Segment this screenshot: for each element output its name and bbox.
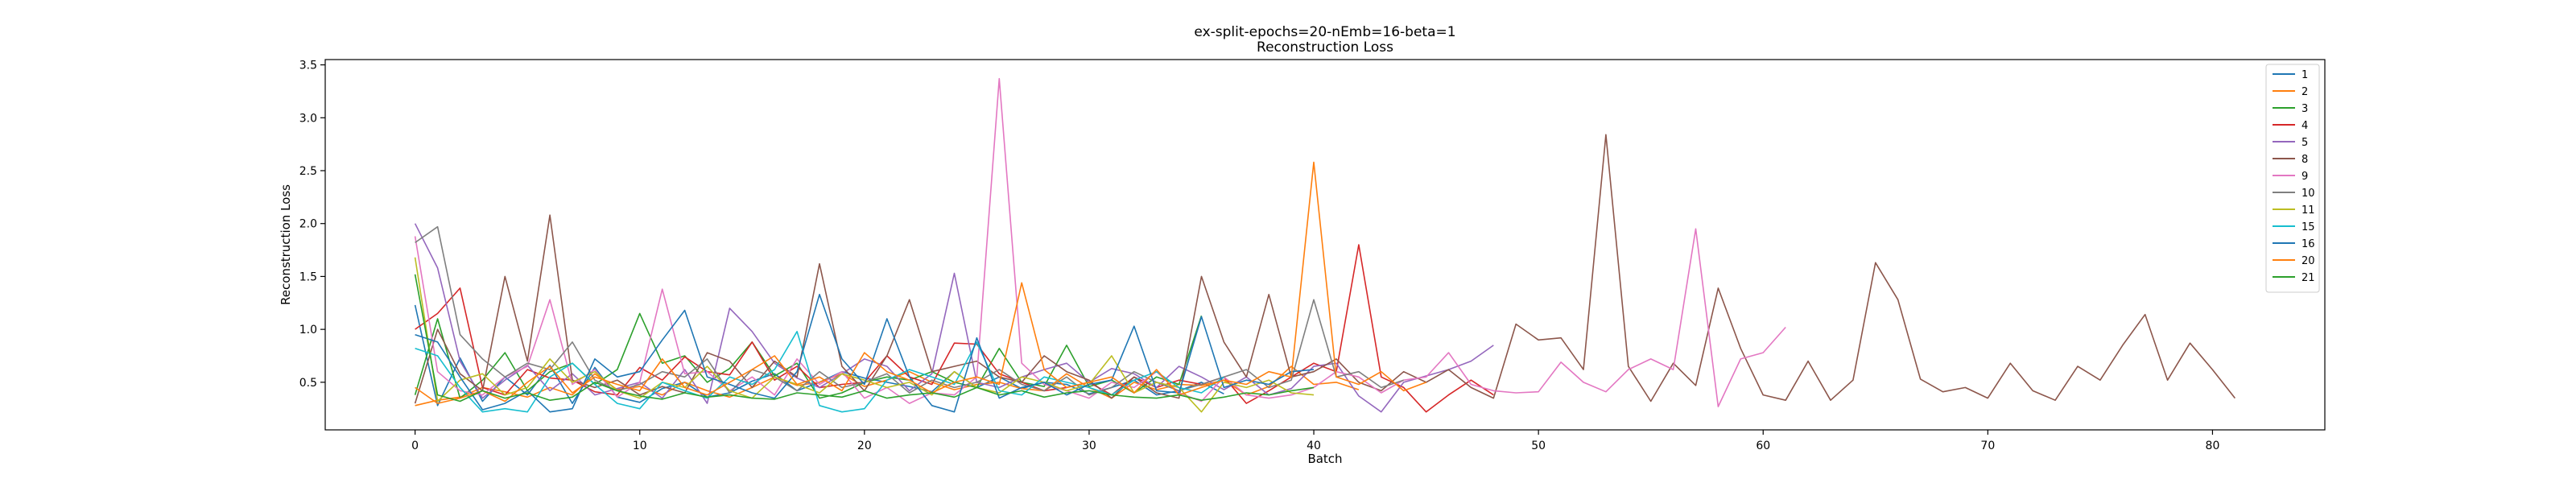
y-tick-label: 2.5 — [299, 165, 317, 178]
series-line-21 — [414, 274, 1315, 402]
y-tick-label: 0.5 — [299, 377, 317, 390]
legend-label-11: 11 — [2301, 204, 2315, 217]
y-tick-label: 2.0 — [299, 218, 317, 231]
y-axis-label: Reconstruction Loss — [279, 184, 293, 305]
series-line-11 — [414, 257, 1315, 413]
series-line-16 — [415, 293, 1315, 413]
x-tick-label: 20 — [857, 440, 872, 452]
legend-label-3: 3 — [2301, 103, 2308, 115]
series-line-4 — [415, 244, 1494, 413]
series-line-5 — [414, 223, 1494, 413]
chart-subtitle: Reconstruction Loss — [1257, 39, 1393, 56]
series-line-9 — [414, 77, 1786, 407]
legend-label-16: 16 — [2301, 238, 2315, 250]
series-line-20 — [415, 161, 1426, 404]
legend: 1 2 3 4 5 8 9 10 11 15 16 20 21 — [2265, 64, 2320, 293]
legend-label-8: 8 — [2301, 154, 2308, 166]
plot-frame — [324, 59, 2326, 431]
x-tick-label: 30 — [1082, 440, 1096, 452]
legend-label-10: 10 — [2301, 188, 2315, 200]
y-tick-label: 3.5 — [299, 60, 317, 72]
legend-label-1: 1 — [2301, 69, 2308, 81]
legend-frame — [2265, 64, 2320, 293]
axes-layer: 0 10 20 30 40 50 60 70 80 0.5 1.0 1.5 2.0 2.5 3.0 3.5 — [299, 60, 2220, 452]
legend-label-20: 20 — [2301, 255, 2315, 267]
legend-label-2: 2 — [2301, 86, 2308, 98]
y-tick-label: 1.0 — [299, 324, 317, 336]
series-line-15 — [415, 330, 1224, 413]
x-tick-label: 10 — [633, 440, 647, 452]
x-tick-label: 80 — [2206, 440, 2220, 452]
y-tick-label: 1.5 — [299, 270, 317, 283]
series-layer — [414, 77, 2236, 413]
x-tick-label: 70 — [1980, 440, 1995, 452]
series-line-10 — [415, 225, 1404, 396]
legend-label-21: 21 — [2301, 272, 2315, 284]
x-tick-label: 50 — [1531, 440, 1546, 452]
legend-label-4: 4 — [2301, 120, 2308, 132]
x-axis-label: Batch — [1307, 452, 1342, 466]
legend-label-5: 5 — [2301, 137, 2308, 149]
legend-label-9: 9 — [2301, 171, 2308, 183]
y-tick-label: 3.0 — [299, 112, 317, 125]
x-tick-label: 40 — [1307, 440, 1321, 452]
x-tick-label: 0 — [411, 440, 419, 452]
x-tick-label: 60 — [1756, 440, 1770, 452]
series-line-8 — [414, 134, 2236, 404]
chart-title: ex-split-epochs=20-nEmb=16-beta=1 — [1194, 24, 1455, 40]
legend-label-15: 15 — [2301, 221, 2315, 233]
